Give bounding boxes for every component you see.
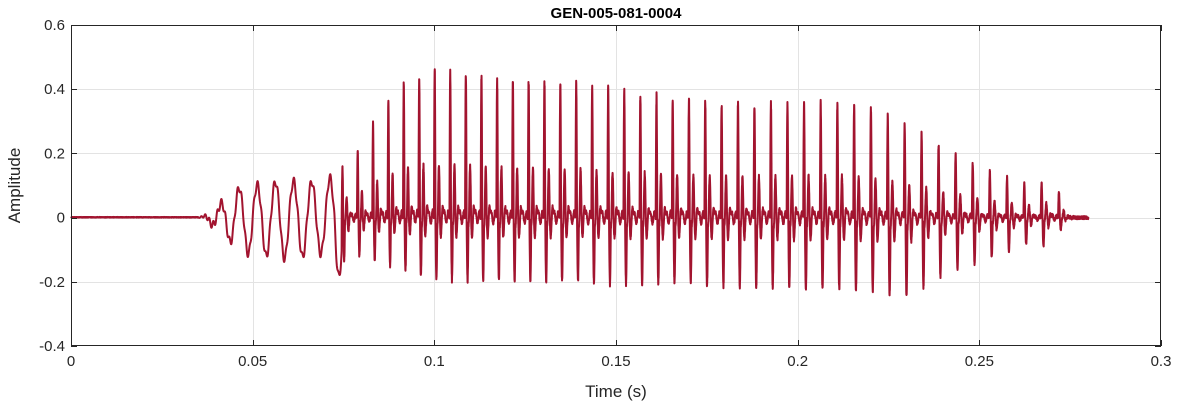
series-group	[70, 68, 1090, 297]
y-axis-ticks: -0.4 -0.2 0 0.2 0.4 0.6	[39, 17, 1161, 355]
y-axis-label: Amplitude	[5, 148, 24, 224]
chart-title: GEN-005-081-0004	[551, 5, 683, 22]
x-tick-label: 0.3	[1151, 353, 1172, 370]
x-tick-label: 0	[67, 353, 75, 370]
y-tick-label: -0.4	[39, 338, 65, 355]
x-tick-label: 0.25	[965, 353, 994, 370]
y-tick-label: -0.2	[39, 274, 65, 291]
x-tick-label: 0.05	[238, 353, 267, 370]
y-tick-label: 0.2	[44, 145, 65, 162]
x-tick-label: 0.15	[601, 353, 630, 370]
y-tick-label: 0.6	[44, 17, 65, 34]
x-axis-ticks: 0 0.05 0.1 0.15 0.2 0.25 0.3	[67, 25, 1172, 370]
x-tick-label: 0.2	[787, 353, 808, 370]
waveform-series-line	[70, 68, 1090, 297]
y-tick-label: 0.4	[44, 81, 65, 98]
y-tick-label: 0	[57, 210, 65, 227]
x-axis-label: Time (s)	[585, 382, 647, 401]
x-tick-label: 0.1	[424, 353, 445, 370]
